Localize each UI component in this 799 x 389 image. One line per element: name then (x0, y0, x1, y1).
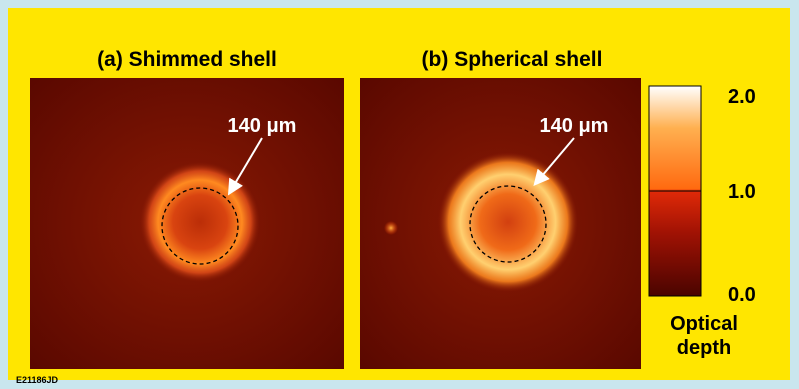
image-ring (438, 152, 578, 292)
annotation: 140 μm (228, 115, 297, 137)
panel-title-text: Spherical shell (454, 48, 602, 71)
panel-label: b (429, 48, 442, 71)
figure: (a) Shimmed shell 140 μm (b) Spherical s… (0, 0, 799, 389)
panel-title-text: Shimmed shell (129, 48, 277, 71)
image-spot (384, 221, 398, 235)
colorbar-tick-label: 0.0 (728, 284, 756, 306)
colorbar-tick-label: 1.0 (728, 181, 756, 203)
panel-label: a (104, 48, 116, 71)
annotation: 140 μm (540, 115, 609, 137)
panel-title: (a) Shimmed shell (97, 48, 277, 71)
figure-id: E21186JD (16, 375, 59, 385)
panel-title: (b) Spherical shell (422, 48, 603, 71)
colorbar-tick-label: 2.0 (728, 86, 756, 108)
